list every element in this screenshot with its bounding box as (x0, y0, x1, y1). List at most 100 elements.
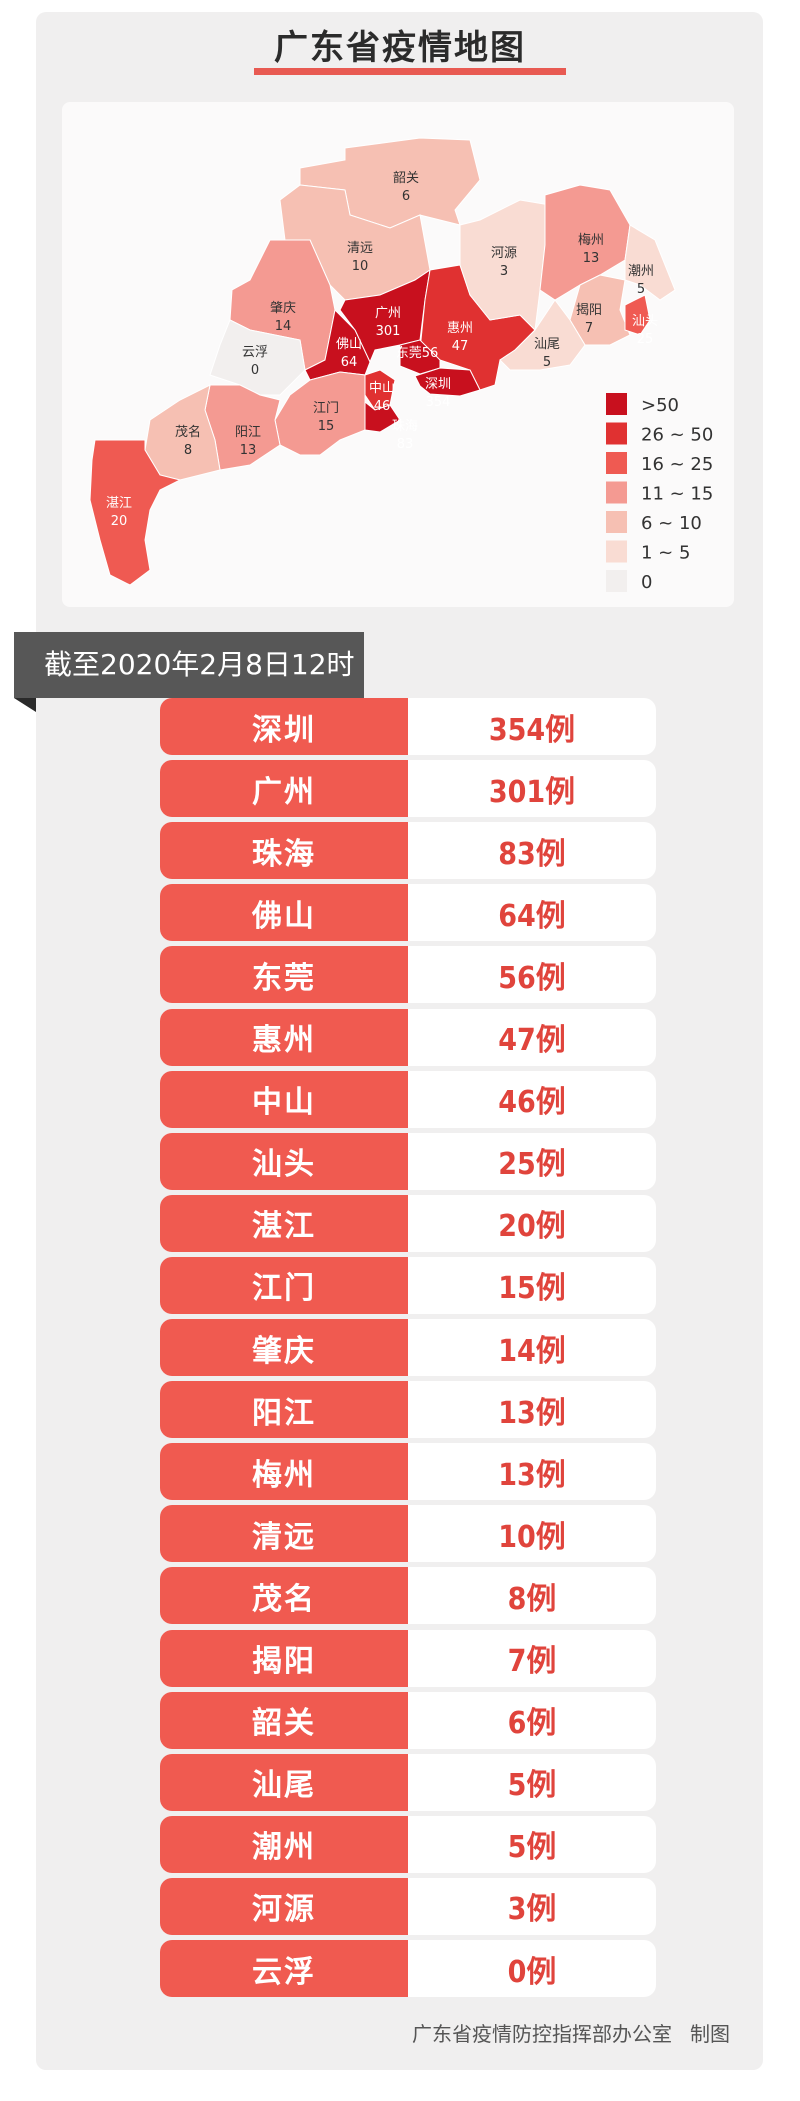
city-name: 佛山 (160, 884, 408, 942)
case-count: 8例 (408, 1567, 656, 1625)
map-city-count: 5 (543, 355, 551, 370)
map-city-name: 梅州 (578, 233, 604, 248)
legend-label: 11 ~ 15 (641, 484, 713, 505)
city-name: 中山 (160, 1070, 408, 1128)
map-city-count: 7 (585, 321, 593, 336)
map-city-name: 珠海 (392, 419, 418, 434)
region-汕尾 (499, 299, 586, 371)
map-city-name: 云浮 (242, 345, 268, 360)
table-row: 湛江 20例 (160, 1194, 656, 1252)
legend-label: 0 (641, 572, 652, 593)
map-city-count: 20 (111, 514, 128, 529)
map-city-name: 肇庆 (270, 301, 296, 316)
case-count: 0例 (408, 1940, 656, 1997)
city-name: 阳江 (160, 1381, 408, 1439)
city-name: 东莞 (160, 946, 408, 1004)
case-count: 301例 (408, 760, 656, 818)
city-name: 云浮 (160, 1940, 408, 1997)
region-云浮 (209, 319, 306, 396)
map-city-name: 湛江 (106, 496, 132, 511)
case-count: 3例 (408, 1877, 656, 1935)
table-row: 惠州 47例 (160, 1008, 656, 1066)
map-city-count: 46 (374, 399, 391, 414)
city-name: 湛江 (160, 1194, 408, 1252)
case-count: 56例 (408, 946, 656, 1004)
footer-label: 制图 (690, 2022, 730, 2046)
city-name: 韶关 (160, 1691, 408, 1749)
city-name: 河源 (160, 1877, 408, 1935)
map-city-name: 茂名 (175, 424, 201, 440)
page-title: 广东省疫情地图 (274, 28, 526, 68)
table-row: 韶关 6例 (160, 1691, 656, 1749)
table-row: 揭阳 7例 (160, 1629, 656, 1687)
table-row: 清远 10例 (160, 1505, 656, 1563)
map-city-count: 3 (500, 264, 508, 279)
case-count: 20例 (408, 1194, 656, 1252)
map-city-count: 64 (341, 355, 358, 370)
map-city-count: 13 (240, 443, 257, 458)
table-row: 江门 15例 (160, 1256, 656, 1314)
table-row: 东莞 56例 (160, 946, 656, 1004)
case-count: 13例 (408, 1381, 656, 1439)
map-city-count: 13 (583, 251, 600, 266)
map-city-count: 354 (426, 395, 451, 410)
city-name: 广州 (160, 760, 408, 818)
map-city-name: 韶关 (393, 170, 419, 186)
table-row: 深圳 354例 (160, 698, 656, 755)
table-row: 茂名 8例 (160, 1567, 656, 1625)
case-count: 5例 (408, 1815, 656, 1873)
case-count: 7例 (408, 1629, 656, 1687)
table-row: 汕尾 5例 (160, 1753, 656, 1811)
table-row: 汕头 25例 (160, 1132, 656, 1190)
city-name: 珠海 (160, 822, 408, 880)
map-city-name: 清远 (347, 241, 373, 256)
map-city-name: 东莞 (396, 346, 422, 361)
map-city-name: 河源 (491, 246, 517, 261)
case-count: 25例 (408, 1132, 656, 1190)
banner-fold (14, 698, 36, 712)
map-city-count: 14 (275, 319, 292, 334)
map-city-count: 25 (637, 332, 654, 347)
city-name: 清远 (160, 1505, 408, 1563)
table-row: 广州 301例 (160, 760, 656, 818)
legend-swatch (606, 422, 627, 445)
legend-swatch (606, 481, 627, 504)
table-row: 佛山 64例 (160, 884, 656, 942)
case-count: 83例 (408, 822, 656, 880)
table-row: 阳江 13例 (160, 1381, 656, 1439)
legend-label: >50 (641, 395, 679, 416)
map-city-name: 江门 (313, 401, 339, 416)
guangdong-map: 韶关 6 清远 10 肇庆 14 云浮 0 广州 301 佛山 64 惠州 47 东莞56 深圳 354 中山 46… (89, 137, 713, 593)
table-row: 肇庆 14例 (160, 1319, 656, 1376)
city-name: 潮州 (160, 1815, 408, 1873)
legend-swatch (606, 570, 627, 592)
map-city-count: 5 (637, 282, 645, 297)
map-city-count: 15 (318, 419, 335, 434)
map-city-name: 潮州 (628, 264, 654, 279)
footer: 广东省疫情防控指挥部办公室 制图 (412, 2018, 730, 2047)
table-row: 河源 3例 (160, 1877, 656, 1935)
legend-label: 1 ~ 5 (641, 543, 690, 564)
table-row: 中山 46例 (160, 1070, 656, 1128)
case-count: 47例 (408, 1008, 656, 1066)
city-name: 揭阳 (160, 1629, 408, 1687)
legend-label: 6 ~ 10 (641, 513, 702, 534)
case-count: 46例 (408, 1070, 656, 1128)
case-count: 14例 (408, 1319, 656, 1376)
table-row: 潮州 5例 (160, 1815, 656, 1873)
legend-label: 26 ~ 50 (641, 425, 713, 446)
map-city-count: 47 (452, 339, 469, 354)
legend-swatch (606, 393, 627, 415)
city-name: 惠州 (160, 1008, 408, 1066)
city-name: 江门 (160, 1256, 408, 1314)
map-city-name: 广州 (375, 306, 401, 321)
region-潮州 (624, 224, 676, 301)
footer-org: 广东省疫情防控指挥部办公室 (412, 2022, 672, 2046)
map-city-count: 10 (352, 259, 369, 274)
region-汕头 (624, 294, 651, 336)
legend-swatch (606, 511, 627, 533)
case-count: 6例 (408, 1691, 656, 1749)
map-city-count: 8 (184, 443, 192, 458)
map-city-name: 惠州 (447, 321, 473, 336)
case-count: 64例 (408, 884, 656, 942)
